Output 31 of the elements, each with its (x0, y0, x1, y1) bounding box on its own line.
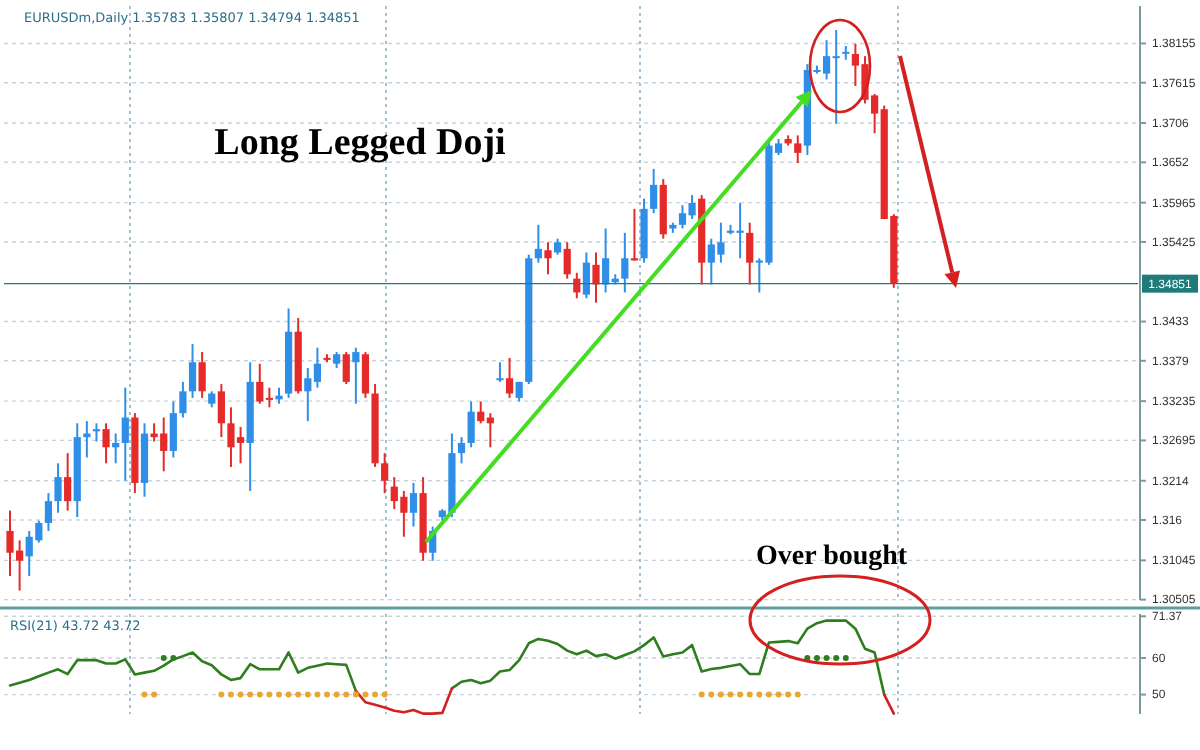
candlestick (457, 436, 466, 465)
annotation: Over bought (756, 542, 908, 572)
candlestick (198, 351, 206, 399)
candlestick (496, 361, 504, 383)
candlestick (361, 351, 370, 399)
candlestick (534, 223, 542, 264)
candlestick (505, 356, 514, 399)
candlestick (650, 167, 658, 215)
candlestick (544, 241, 552, 276)
candlestick (467, 400, 475, 449)
candlestick (179, 380, 187, 419)
candlestick (121, 386, 129, 482)
candlestick (746, 221, 754, 286)
candlestick (794, 134, 802, 165)
candlestick (54, 462, 62, 514)
candlestick (64, 452, 72, 512)
candlestick (352, 346, 360, 405)
candlestick (44, 492, 53, 532)
candlestick (169, 400, 177, 459)
candlestick (381, 452, 389, 495)
candlestick (409, 481, 418, 528)
candlestick (582, 251, 591, 300)
candlestick (112, 432, 120, 465)
text: Long Legged Doji (214, 122, 506, 164)
candlestick (563, 241, 571, 280)
candlestick (342, 351, 350, 386)
candlestick (592, 251, 600, 304)
candlestick (621, 231, 629, 294)
candlestick (217, 383, 225, 439)
candlestick (188, 343, 197, 399)
candlestick (102, 422, 110, 465)
